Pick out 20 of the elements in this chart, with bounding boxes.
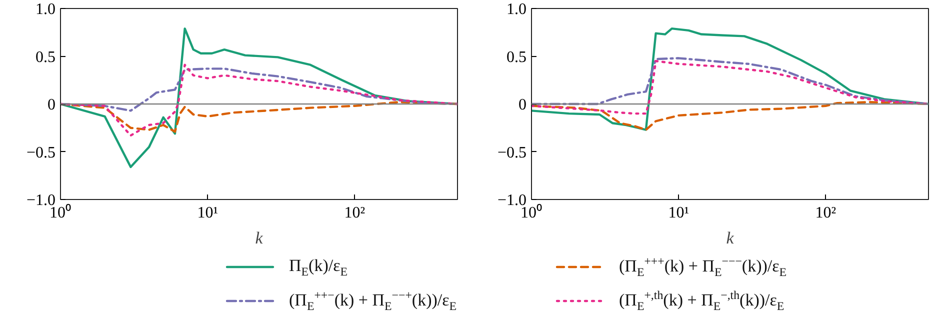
legend-label: (Π$_{E}$$^{+++}$(k) + Π$_{E}$$^{−−−}$(k))/ε$_{E}$ [619,252,787,282]
x-tick-label: 10¹ [668,204,690,222]
y-tick-label: 1.0 [36,1,56,18]
x-axis-title: k [255,228,264,248]
x-tick-label: 10¹ [197,204,218,222]
y-tick-label: 0 [518,96,526,114]
legend-label: (Π$_{E}$$^{+,th}$(k) + Π$_{E}$$^{−,th}$(k))/ε$_{E}$ [619,286,784,316]
y-tick-label: 0 [48,96,56,114]
x-axis-title: k [726,228,734,248]
x-tick-label: 10² [344,204,366,222]
legend-label: (Π$_{E}$$^{++−}$(k) + Π$_{E}$$^{−−+}$(k))/ε$_{E}$ [289,286,457,316]
y-tick-label: −0.5 [26,144,56,162]
legend-label: Π$_{E}$(k)/ε$_{E}$ [289,254,348,280]
x-tick-label: 10⁰ [50,204,72,222]
x-tick-label: 10⁰ [520,204,542,222]
y-tick-label: 1.0 [506,1,526,18]
y-tick-label: 0.5 [36,48,56,66]
y-tick-label: −0.5 [497,144,527,162]
x-tick-label: 10² [815,204,836,222]
y-tick-label: 0.5 [506,48,526,66]
